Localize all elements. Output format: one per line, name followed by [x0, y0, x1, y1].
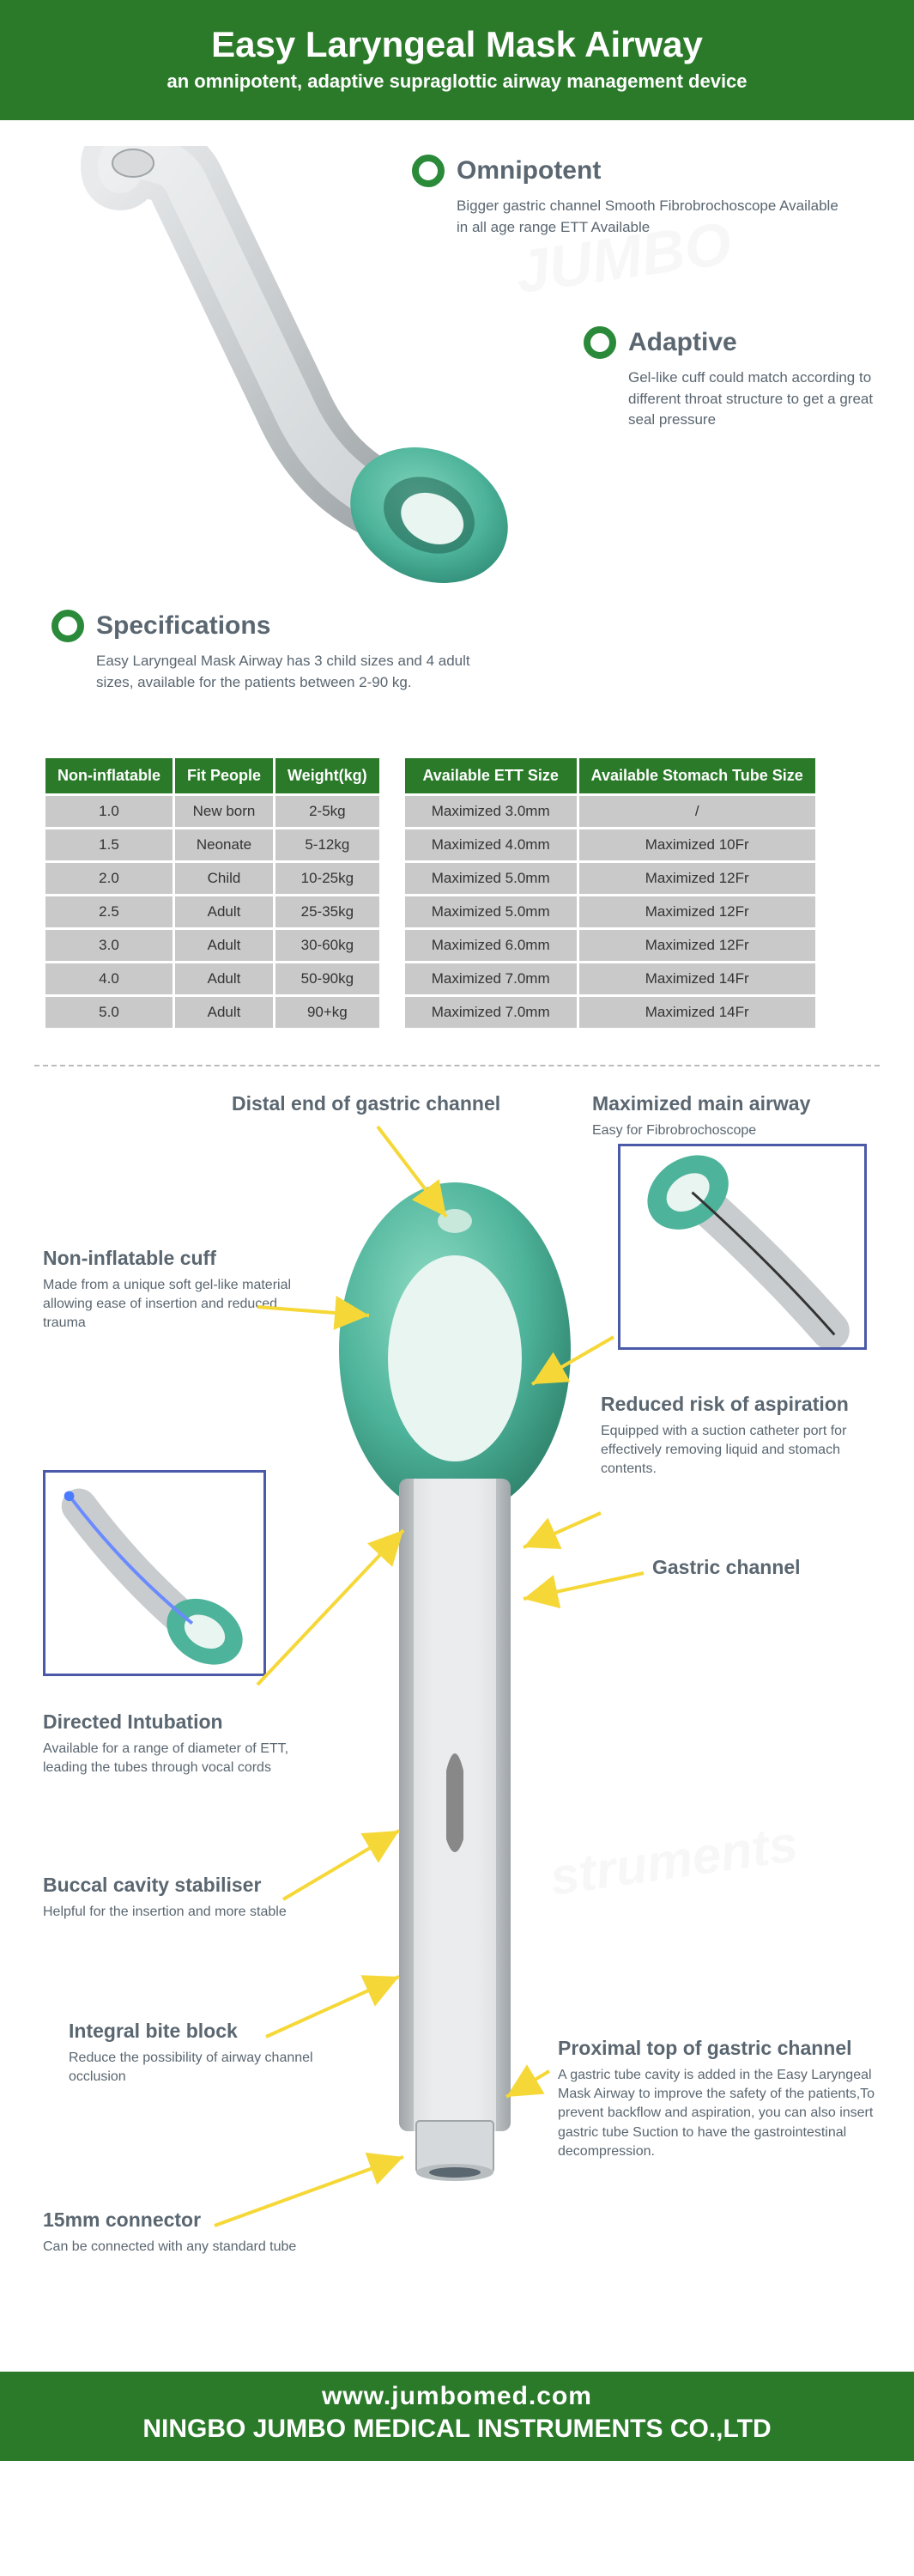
table-cell: Maximized 12Fr: [579, 930, 815, 961]
ring-icon: [412, 155, 445, 187]
inset-airway: [618, 1144, 867, 1350]
callout-bite: Integral bite block Reduce the possibili…: [69, 2020, 352, 2087]
table-cell: New born: [175, 796, 273, 827]
device-illustration-diagram: [335, 1170, 575, 2183]
feature-title: Adaptive: [628, 328, 737, 357]
table-header: Fit People: [175, 758, 273, 793]
header-banner: Easy Laryngeal Mask Airway an omnipotent…: [0, 0, 914, 120]
feature-adaptive: Adaptive Gel-like cuff could match accor…: [584, 326, 884, 431]
table-cell: Adult: [175, 963, 273, 994]
table-cell: Maximized 5.0mm: [405, 863, 577, 894]
page-title: Easy Laryngeal Mask Airway: [17, 24, 897, 65]
callout-distal: Distal end of gastric channel: [232, 1092, 500, 1121]
table-row: 2.5Adult25-35kg: [45, 896, 379, 927]
footer-url: www.jumbomed.com: [17, 2382, 897, 2411]
table-cell: 50-90kg: [275, 963, 379, 994]
table-row: 2.0Child10-25kg: [45, 863, 379, 894]
table-cell: 2.0: [45, 863, 173, 894]
feature-specs: Specifications Easy Laryngeal Mask Airwa…: [51, 610, 481, 693]
table-cell: 5.0: [45, 997, 173, 1028]
callout-proximal: Proximal top of gastric channel A gastri…: [558, 2037, 875, 2162]
table-row: Maximized 7.0mmMaximized 14Fr: [405, 963, 815, 994]
inset-intubation: [43, 1470, 266, 1676]
table-cell: 30-60kg: [275, 930, 379, 961]
table-cell: Maximized 14Fr: [579, 997, 815, 1028]
table-cell: Neonate: [175, 829, 273, 860]
table-header: Non-inflatable: [45, 758, 173, 793]
table-header: Weight(kg): [275, 758, 379, 793]
diagram-section: JUMBO struments: [0, 1066, 914, 2372]
feature-title: Specifications: [96, 611, 270, 641]
hero-section: JUMBO Omnipotent Bigger gastric channel: [0, 120, 914, 756]
table-cell: Adult: [175, 930, 273, 961]
table-row: Maximized 7.0mmMaximized 14Fr: [405, 997, 815, 1028]
spec-tables: Non-inflatableFit PeopleWeight(kg) 1.0Ne…: [0, 756, 914, 1056]
table-cell: 10-25kg: [275, 863, 379, 894]
table-row: 1.5Neonate5-12kg: [45, 829, 379, 860]
table-cell: Maximized 12Fr: [579, 896, 815, 927]
ring-icon: [51, 610, 84, 642]
table-cell: 4.0: [45, 963, 173, 994]
table-row: 1.0New born2-5kg: [45, 796, 379, 827]
feature-title: Omnipotent: [457, 156, 601, 185]
callout-buccal: Buccal cavity stabiliser Helpful for the…: [43, 1874, 287, 1922]
footer-company: NINGBO JUMBO MEDICAL INSTRUMENTS CO.,LTD: [17, 2415, 897, 2444]
table-cell: 1.5: [45, 829, 173, 860]
table-row: Maximized 4.0mmMaximized 10Fr: [405, 829, 815, 860]
table-cell: 90+kg: [275, 997, 379, 1028]
footer-banner: www.jumbomed.com NINGBO JUMBO MEDICAL IN…: [0, 2372, 914, 2461]
table-cell: Child: [175, 863, 273, 894]
feature-body: Easy Laryngeal Mask Airway has 3 child s…: [96, 651, 481, 693]
table-row: 4.0Adult50-90kg: [45, 963, 379, 994]
table-cell: Maximized 7.0mm: [405, 997, 577, 1028]
table-cell: 2.5: [45, 896, 173, 927]
table-header: Available ETT Size: [405, 758, 577, 793]
table-header: Available Stomach Tube Size: [579, 758, 815, 793]
feature-body: Bigger gastric channel Smooth Fibrobroch…: [457, 196, 841, 238]
table-cell: Adult: [175, 896, 273, 927]
feature-body: Gel-like cuff could match according to d…: [628, 368, 884, 431]
table-cell: 3.0: [45, 930, 173, 961]
callout-connector: 15mm connector Can be connected with any…: [43, 2208, 296, 2257]
table-row: 5.0Adult90+kg: [45, 997, 379, 1028]
table-row: 3.0Adult30-60kg: [45, 930, 379, 961]
table-cell: 5-12kg: [275, 829, 379, 860]
ring-icon: [584, 326, 616, 359]
table-row: Maximized 5.0mmMaximized 12Fr: [405, 896, 815, 927]
table-cell: Maximized 6.0mm: [405, 930, 577, 961]
callout-max-airway: Maximized main airway Easy for Fibrobroc…: [592, 1092, 810, 1140]
callout-directed: Directed Intubation Available for a rang…: [43, 1710, 326, 1777]
table-cell: 25-35kg: [275, 896, 379, 927]
table-availability: Available ETT SizeAvailable Stomach Tube…: [403, 756, 818, 1030]
table-cell: /: [579, 796, 815, 827]
table-cell: Maximized 10Fr: [579, 829, 815, 860]
watermark: struments: [547, 1814, 802, 1907]
table-cell: Maximized 3.0mm: [405, 796, 577, 827]
table-row: Maximized 3.0mm/: [405, 796, 815, 827]
page-subtitle: an omnipotent, adaptive supraglottic air…: [17, 70, 897, 93]
table-cell: Maximized 14Fr: [579, 963, 815, 994]
feature-omnipotent: Omnipotent Bigger gastric channel Smooth…: [412, 155, 841, 238]
table-cell: 2-5kg: [275, 796, 379, 827]
table-row: Maximized 5.0mmMaximized 12Fr: [405, 863, 815, 894]
table-cell: Maximized 4.0mm: [405, 829, 577, 860]
table-cell: Maximized 12Fr: [579, 863, 815, 894]
table-cell: 1.0: [45, 796, 173, 827]
callout-gastric: Gastric channel: [652, 1556, 801, 1585]
callout-aspiration: Reduced risk of aspiration Equipped with…: [601, 1393, 884, 1479]
table-cell: Maximized 7.0mm: [405, 963, 577, 994]
table-row: Maximized 6.0mmMaximized 12Fr: [405, 930, 815, 961]
table-cell: Adult: [175, 997, 273, 1028]
callout-cuff: Non-inflatable cuff Made from a unique s…: [43, 1247, 300, 1334]
table-sizes: Non-inflatableFit PeopleWeight(kg) 1.0Ne…: [43, 756, 382, 1030]
table-cell: Maximized 5.0mm: [405, 896, 577, 927]
